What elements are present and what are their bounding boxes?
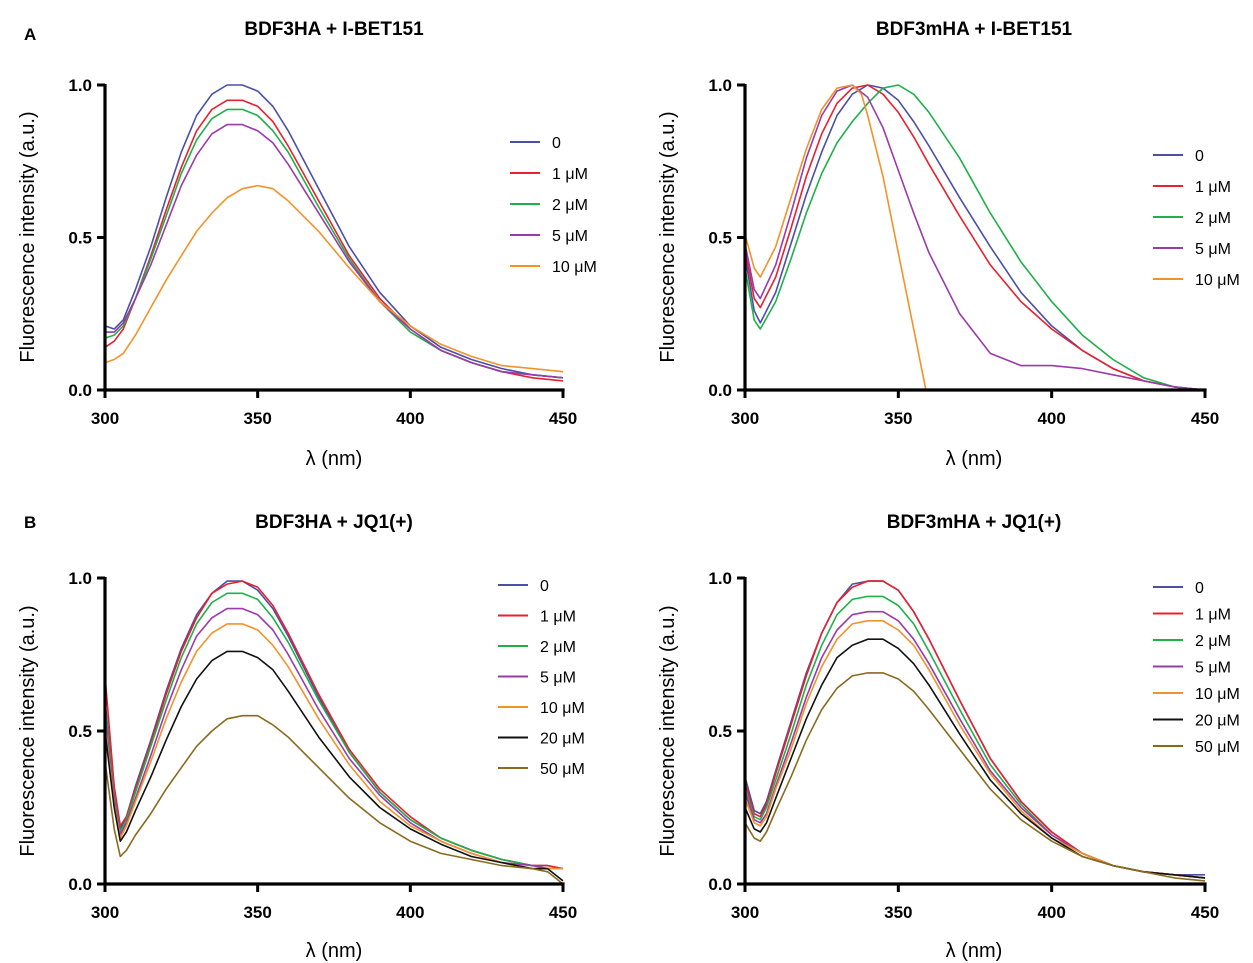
legend-label: 0 bbox=[1195, 580, 1204, 597]
series-line-6 bbox=[104, 714, 564, 885]
series-line-5 bbox=[744, 638, 1206, 879]
y-tick-label: 0.0 bbox=[68, 381, 92, 400]
x-tick-label: 350 bbox=[884, 903, 912, 922]
x-tick-label: 450 bbox=[549, 903, 577, 922]
y-tick-label: 1.0 bbox=[68, 569, 92, 588]
series-line-1 bbox=[104, 99, 564, 382]
legend-label: 20 μM bbox=[540, 731, 585, 748]
x-tick-label: 450 bbox=[549, 409, 577, 428]
x-tick-label: 300 bbox=[731, 409, 759, 428]
legend-label: 50 μM bbox=[540, 761, 585, 778]
chart-bdf3ha-ibet151: BDF3HA + I-BET151 Fluorescence intensity… bbox=[17, 19, 597, 470]
chart-title: BDF3HA + I-BET151 bbox=[244, 19, 424, 40]
y-tick-label: 0.5 bbox=[68, 722, 92, 741]
series-line-5 bbox=[104, 650, 564, 882]
x-tick-label: 350 bbox=[243, 409, 271, 428]
x-tick-label: 300 bbox=[91, 903, 119, 922]
legend-label: 5 μM bbox=[540, 670, 576, 687]
plot-area: 300 350 400 450 0.0 0.5 1.0 0 1 μM 2 μM 5 μM 10 μM bbox=[708, 76, 1239, 428]
series-line-2 bbox=[744, 84, 1206, 391]
legend-label: 0 bbox=[540, 578, 549, 595]
chart-title: BDF3mHA + I-BET151 bbox=[876, 19, 1073, 40]
legend-label: 10 μM bbox=[1195, 272, 1240, 289]
x-axis-label: λ (nm) bbox=[946, 940, 1003, 962]
y-tick-label: 1.0 bbox=[68, 76, 92, 95]
series-line-0 bbox=[104, 84, 564, 379]
legend-label: 1 μM bbox=[1195, 607, 1231, 624]
chart-title: BDF3mHA + JQ1(+) bbox=[887, 512, 1062, 533]
y-tick-label: 0.5 bbox=[708, 722, 732, 741]
series-line-1 bbox=[744, 580, 1206, 879]
legend-label: 5 μM bbox=[552, 228, 588, 245]
y-tick-label: 0.0 bbox=[68, 875, 92, 894]
y-tick-label: 0.0 bbox=[708, 875, 732, 894]
series-line-3 bbox=[104, 607, 563, 870]
x-tick-label: 350 bbox=[884, 409, 912, 428]
panel-label-b: B bbox=[24, 513, 36, 532]
y-tick-label: 0.0 bbox=[708, 381, 732, 400]
series-line-4 bbox=[744, 620, 1206, 879]
x-axis-label: λ (nm) bbox=[306, 940, 363, 962]
x-tick-label: 400 bbox=[396, 903, 424, 922]
series-line-6 bbox=[744, 672, 1206, 882]
y-axis-label: Fluorescence intensity (a.u.) bbox=[657, 605, 679, 856]
legend-label: 20 μM bbox=[1195, 713, 1240, 730]
series-line-1 bbox=[744, 84, 1206, 391]
y-axis-label: Fluorescence intensity (a.u.) bbox=[657, 111, 679, 362]
y-tick-label: 0.5 bbox=[68, 229, 92, 248]
series-line-2 bbox=[104, 108, 564, 379]
legend-label: 0 bbox=[1195, 148, 1204, 165]
legend-label: 10 μM bbox=[552, 259, 597, 276]
series-line-4 bbox=[104, 184, 564, 373]
x-tick-label: 300 bbox=[91, 409, 119, 428]
chart-bdf3ha-jq1: BDF3HA + JQ1(+) Fluorescence intensity (… bbox=[17, 512, 585, 962]
x-axis-label: λ (nm) bbox=[946, 448, 1003, 470]
series-line-4 bbox=[744, 84, 927, 391]
series-line-3 bbox=[744, 84, 1206, 391]
legend-label: 5 μM bbox=[1195, 241, 1231, 258]
legend-label: 1 μM bbox=[1195, 179, 1231, 196]
legend-label: 2 μM bbox=[552, 197, 588, 214]
legend-label: 2 μM bbox=[1195, 633, 1231, 650]
y-tick-label: 1.0 bbox=[708, 76, 732, 95]
plot-area: 300 350 400 450 0.0 0.5 1.0 0 1 μM 2 μM 5 μM 10 μM bbox=[68, 76, 596, 428]
series-line-2 bbox=[104, 592, 563, 870]
chart-title: BDF3HA + JQ1(+) bbox=[255, 512, 413, 533]
x-tick-label: 450 bbox=[1191, 903, 1219, 922]
series-line-2 bbox=[744, 595, 1206, 879]
y-tick-label: 0.5 bbox=[708, 229, 732, 248]
chart-bdf3mha-ibet151: BDF3mHA + I-BET151 Fluorescence intensit… bbox=[657, 19, 1240, 470]
legend-label: 1 μM bbox=[552, 166, 588, 183]
plot-area: 300 350 400 450 0.0 0.5 1.0 0 1 μM 2 μM 5 μM 10 μM 2… bbox=[708, 569, 1239, 922]
x-tick-label: 300 bbox=[731, 903, 759, 922]
series-line-4 bbox=[104, 623, 563, 870]
chart-bdf3mha-jq1: BDF3mHA + JQ1(+) Fluorescence intensity … bbox=[657, 512, 1240, 962]
legend-label: 5 μM bbox=[1195, 660, 1231, 677]
legend-label: 0 bbox=[552, 135, 561, 152]
legend-label: 10 μM bbox=[540, 700, 585, 717]
x-axis-label: λ (nm) bbox=[306, 448, 363, 470]
x-tick-label: 400 bbox=[1037, 409, 1065, 428]
x-tick-label: 350 bbox=[243, 903, 271, 922]
legend-label: 10 μM bbox=[1195, 686, 1240, 703]
series-line-3 bbox=[105, 123, 564, 379]
legend-label: 50 μM bbox=[1195, 739, 1240, 756]
y-tick-label: 1.0 bbox=[708, 569, 732, 588]
x-tick-label: 450 bbox=[1191, 409, 1219, 428]
y-axis-label: Fluorescence intensity (a.u.) bbox=[17, 605, 39, 856]
plot-area: 300 350 400 450 0.0 0.5 1.0 0 1 μM 2 μM 5 μM 10 μM 2… bbox=[68, 569, 584, 922]
legend-label: 2 μM bbox=[540, 639, 576, 656]
panel-label-a: A bbox=[24, 25, 36, 44]
legend-label: 2 μM bbox=[1195, 210, 1231, 227]
y-axis-label: Fluorescence intensity (a.u.) bbox=[17, 111, 39, 362]
x-tick-label: 400 bbox=[396, 409, 424, 428]
legend-label: 1 μM bbox=[540, 609, 576, 626]
x-tick-label: 400 bbox=[1037, 903, 1065, 922]
